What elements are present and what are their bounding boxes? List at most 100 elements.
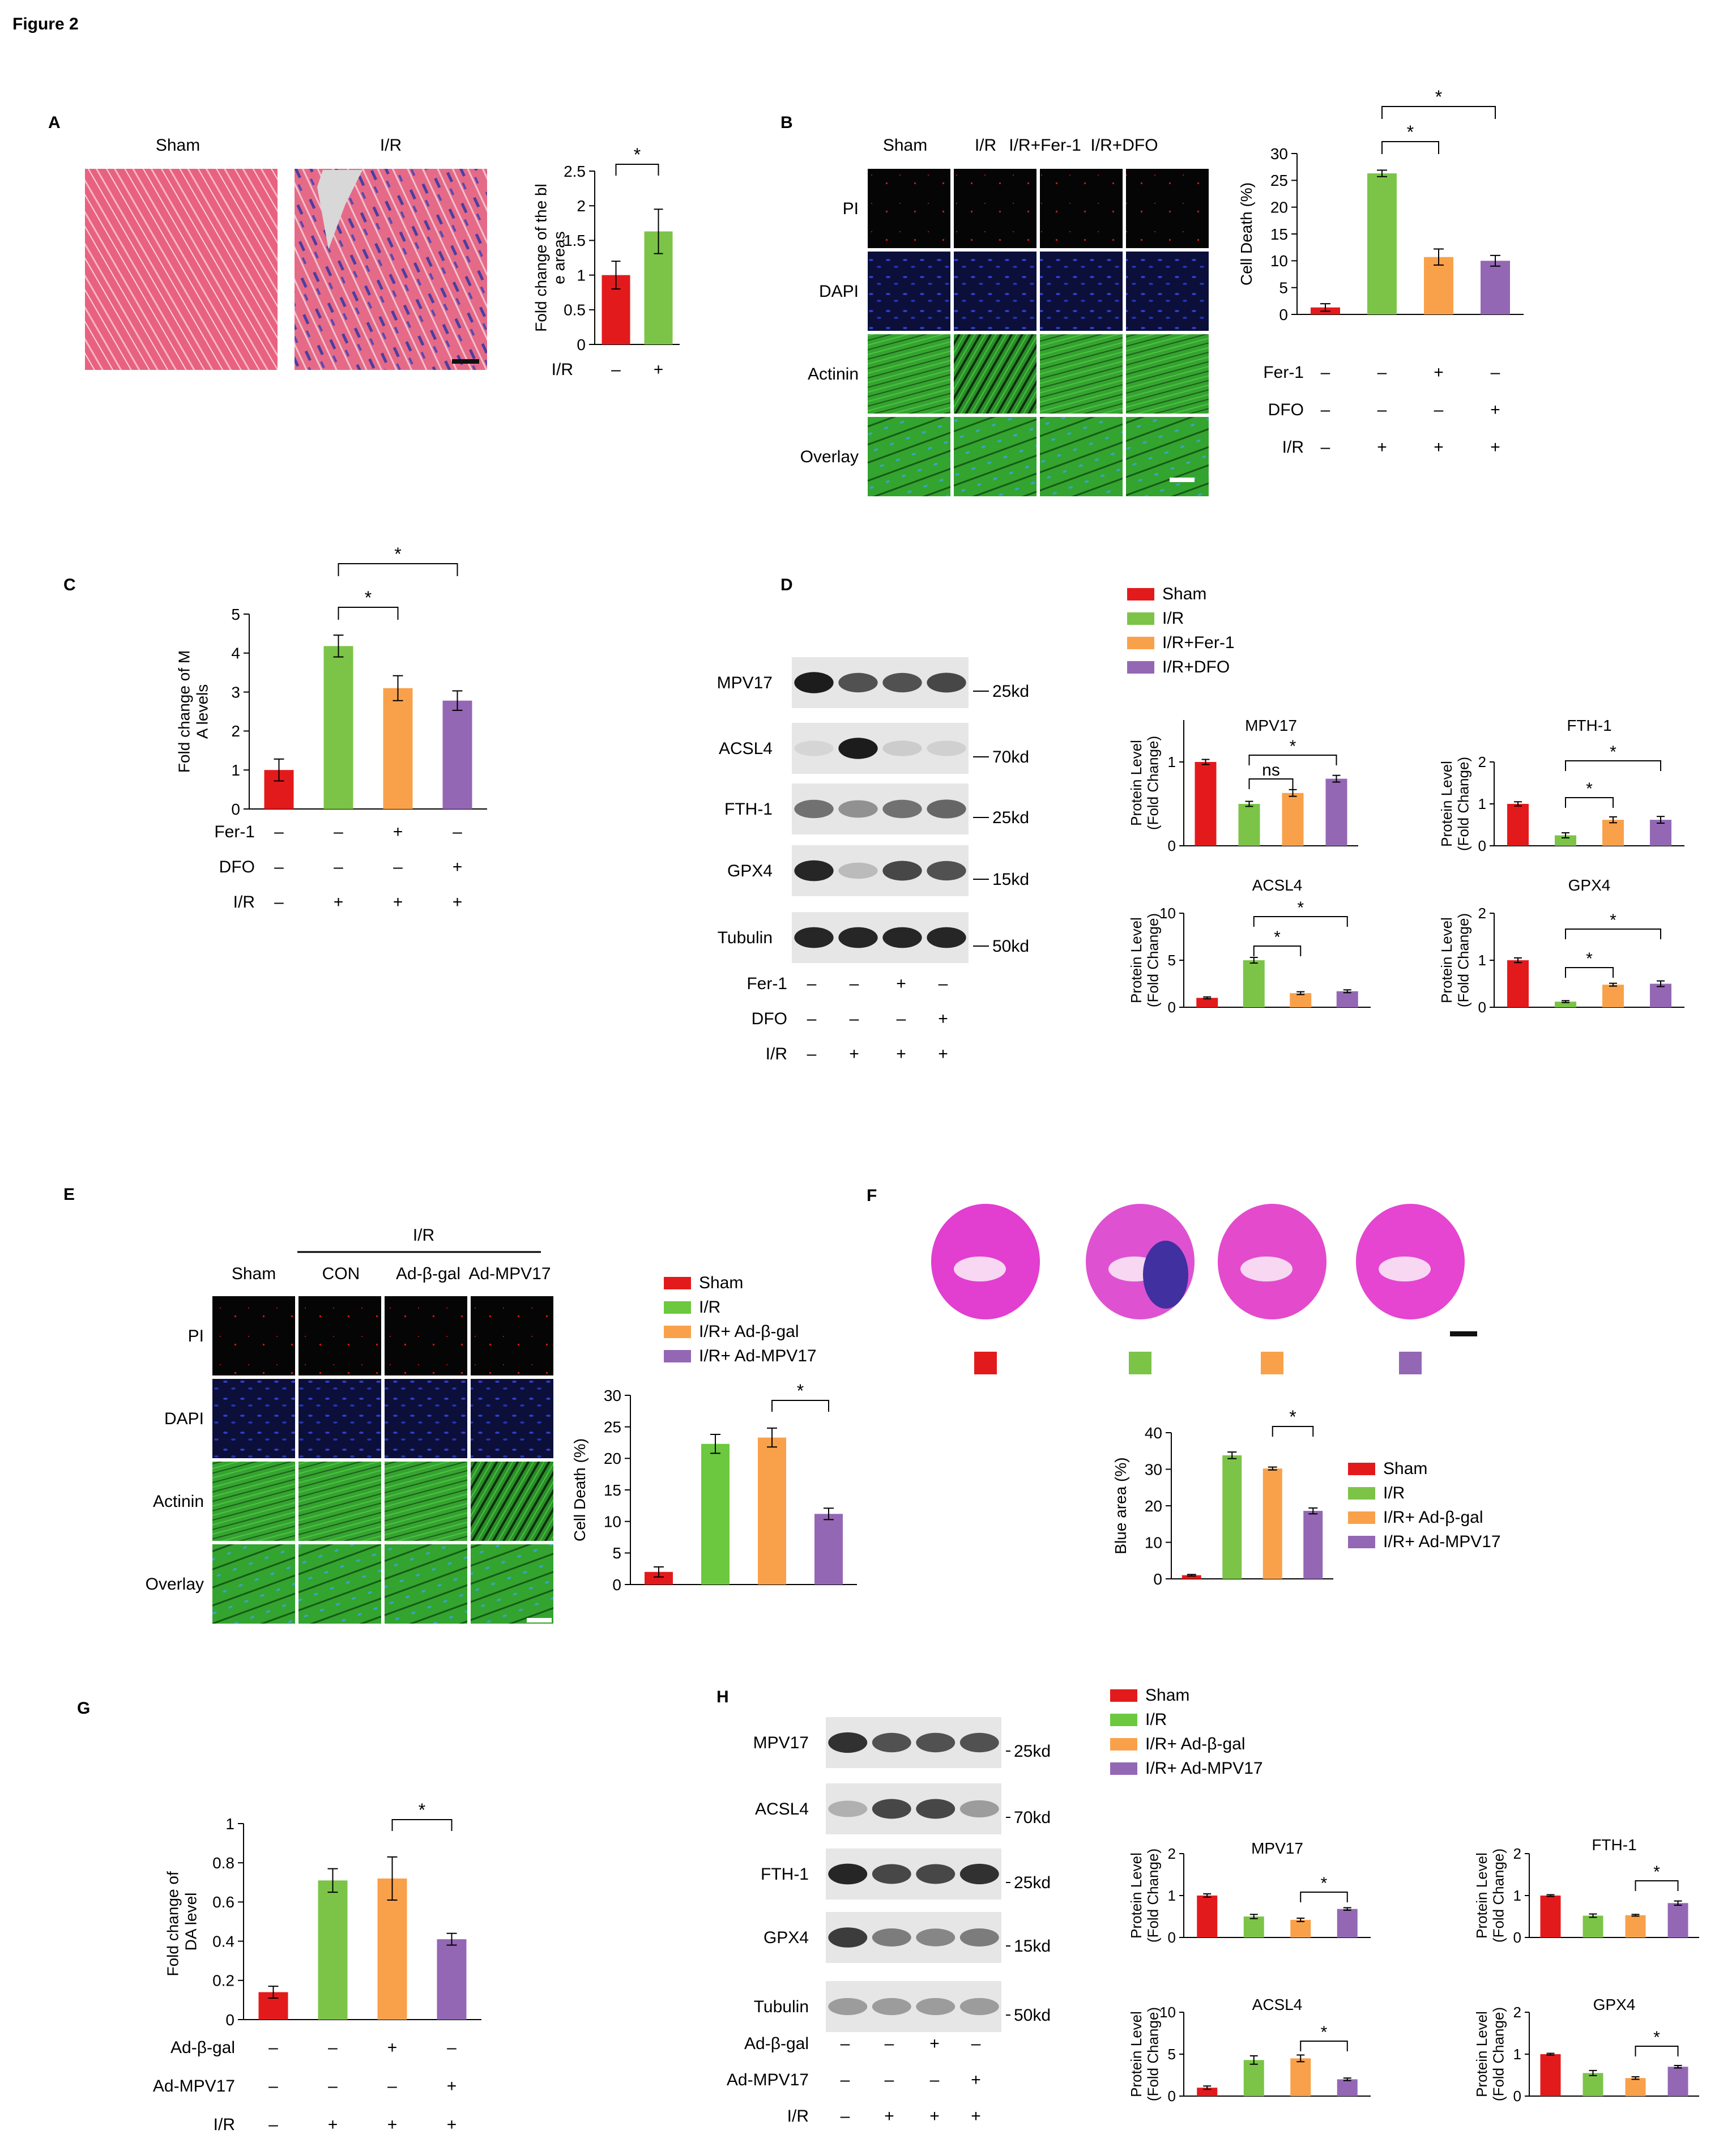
blot-band	[927, 861, 966, 881]
bar	[1222, 1455, 1242, 1579]
bar	[1195, 762, 1217, 846]
chart-title: MPV17	[1251, 1839, 1303, 1857]
legend-label: Sham	[699, 1274, 743, 1292]
treatment-mark: –	[841, 2071, 850, 2089]
significance-bracket	[1248, 755, 1337, 765]
bar	[701, 1443, 730, 1585]
treatment-mark: +	[447, 2115, 457, 2134]
treatment-mark: +	[896, 1045, 906, 1063]
mw-label: 25kd	[1014, 1873, 1051, 1892]
legend-swatch	[1127, 661, 1154, 674]
bar	[1290, 993, 1312, 1007]
micrograph-tile	[212, 1462, 295, 1541]
treatment-label: Ad-MPV17	[727, 2071, 809, 2089]
blot-band	[959, 1732, 999, 1753]
blot-band	[882, 861, 922, 881]
y-axis-label: Protein Level(Fold Change)	[1473, 1849, 1507, 1943]
significance-label: *	[1586, 780, 1593, 798]
treatment-mark: +	[896, 974, 906, 993]
blot-band	[959, 1800, 999, 1818]
y-tick-label: 20	[604, 1450, 621, 1467]
blot-band	[794, 672, 834, 693]
blot-band	[838, 672, 878, 693]
significance-label: *	[1610, 743, 1616, 761]
micrograph-tile	[1040, 417, 1123, 496]
y-tick-label: 25	[1270, 172, 1288, 189]
micrograph-grid-e: Sham CON Ad-β-gal Ad-MPV17 PI DAPI Actinin Over…	[146, 1264, 553, 1624]
treatment-mark: +	[387, 2038, 398, 2057]
treatment-mark: –	[328, 2077, 338, 2096]
y-tick-label: 0	[1168, 1929, 1176, 1946]
y-tick-label: 10	[1159, 905, 1176, 922]
micrograph-tile	[385, 1544, 467, 1624]
treatment-mark: +	[929, 2107, 940, 2126]
treatment-mark: +	[1490, 401, 1500, 419]
significance-bracket	[1635, 1880, 1679, 1891]
treatment-mark: –	[885, 2071, 894, 2089]
mw-label: 25kd	[992, 808, 1029, 827]
micrograph-tile	[1040, 169, 1123, 248]
bar	[814, 1514, 843, 1585]
panel-letter-e: E	[63, 1185, 75, 1204]
treatment-mark: –	[453, 823, 462, 841]
bar	[1262, 1468, 1282, 1579]
legend-label: I/R+ Ad-MPV17	[1383, 1532, 1501, 1551]
infarct-area	[1143, 1241, 1188, 1309]
column-label: I/R+Fer-1	[1009, 136, 1081, 155]
y-axis-label: Cell Death (%)	[1238, 182, 1255, 286]
scale-bar	[452, 359, 479, 364]
legend-label: Sham	[1162, 585, 1206, 603]
legend-swatch	[664, 1326, 691, 1338]
treatment-mark: –	[328, 2038, 338, 2057]
treatment-mark: +	[849, 1045, 859, 1063]
micrograph-tile	[471, 1379, 553, 1458]
treatment-mark: –	[807, 974, 817, 993]
bar	[1282, 793, 1304, 846]
y-tick-label: 20	[1145, 1497, 1162, 1515]
micrograph-grid-b: Sham I/R I/R+Fer-1 I/R+DFO PI DAPI Actinin Over…	[800, 136, 1209, 496]
blot-band	[828, 1863, 868, 1885]
treatment-mark: +	[929, 2034, 940, 2053]
significance-bracket	[338, 607, 399, 620]
significance-label: *	[797, 1381, 804, 1401]
significance-bracket	[1565, 929, 1661, 939]
y-tick-label: 5	[231, 606, 240, 623]
bar	[1555, 1002, 1576, 1007]
y-tick-label: 40	[1145, 1424, 1162, 1442]
legend-label: Sham	[1383, 1459, 1427, 1478]
y-tick-label: 0.2	[212, 1972, 234, 1990]
bar	[1602, 985, 1624, 1007]
y-tick-label: 2	[231, 722, 240, 740]
y-tick-label: 1	[1513, 1887, 1521, 1904]
chart-title: GPX4	[1568, 876, 1611, 894]
bar	[1336, 991, 1358, 1007]
treatment-mark: +	[884, 2107, 894, 2126]
mw-label: 50kd	[1014, 2006, 1051, 2025]
treatment-mark: +	[1490, 438, 1500, 457]
bar	[1238, 804, 1260, 846]
significance-bracket	[1565, 760, 1661, 771]
chart-h-mpv17: 0 1 2 Protein Level(Fold Change) MPV17 *	[1128, 1839, 1371, 1946]
image-label-sham: Sham	[156, 136, 200, 155]
column-label: Sham	[883, 136, 927, 155]
treatment-mark: +	[971, 2071, 981, 2089]
treatment-mark: –	[1377, 401, 1387, 419]
treatment-label: Fer-1	[747, 974, 787, 993]
significance-label: *	[394, 544, 401, 564]
y-tick-label: 10	[604, 1513, 621, 1530]
y-tick-label: 0.5	[564, 301, 586, 319]
bar	[318, 1880, 348, 2020]
blot-band	[927, 672, 966, 693]
blot-label: ACSL4	[755, 1800, 809, 1818]
y-tick-label: 0	[1168, 837, 1176, 854]
significance-label: *	[1586, 949, 1593, 968]
treatment-mark: +	[387, 2115, 398, 2134]
y-tick-label: 0.8	[212, 1854, 234, 1872]
row-label: Overlay	[146, 1575, 204, 1594]
significance-bracket	[338, 563, 458, 576]
significance-label: *	[1321, 2023, 1328, 2042]
legend-label: I/R+ Ad-MPV17	[699, 1347, 817, 1365]
blot-band	[959, 1998, 999, 2016]
treatment-mark: –	[268, 2115, 278, 2134]
y-axis-label: Protein Level(Fold Change)	[1128, 913, 1162, 1007]
